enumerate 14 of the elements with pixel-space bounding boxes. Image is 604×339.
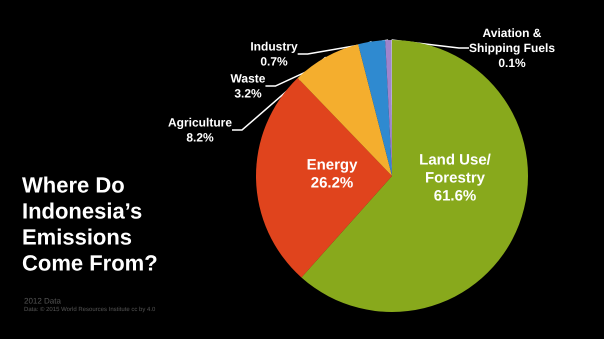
text: Where Do Indonesia’s Emissions Come From?: [22, 172, 158, 276]
data-label: 3.2%: [234, 86, 262, 100]
data-label: 0.1%: [498, 56, 526, 70]
data-label: 26.2%: [310, 174, 354, 192]
slice-label: Energy: [306, 156, 358, 174]
text: 2012 Data: [24, 296, 62, 306]
slice-label: Industry: [250, 40, 298, 54]
slice-label: Agriculture: [168, 116, 232, 130]
data-label: 0.7%: [260, 54, 288, 68]
slice-label: Aviation & Shipping Fuels: [469, 26, 556, 55]
slice-label: Land Use/ Forestry: [419, 152, 492, 186]
data-label: 61.6%: [434, 188, 476, 204]
data-label: 8.2%: [186, 130, 214, 144]
slice-label: Waste: [230, 72, 266, 86]
